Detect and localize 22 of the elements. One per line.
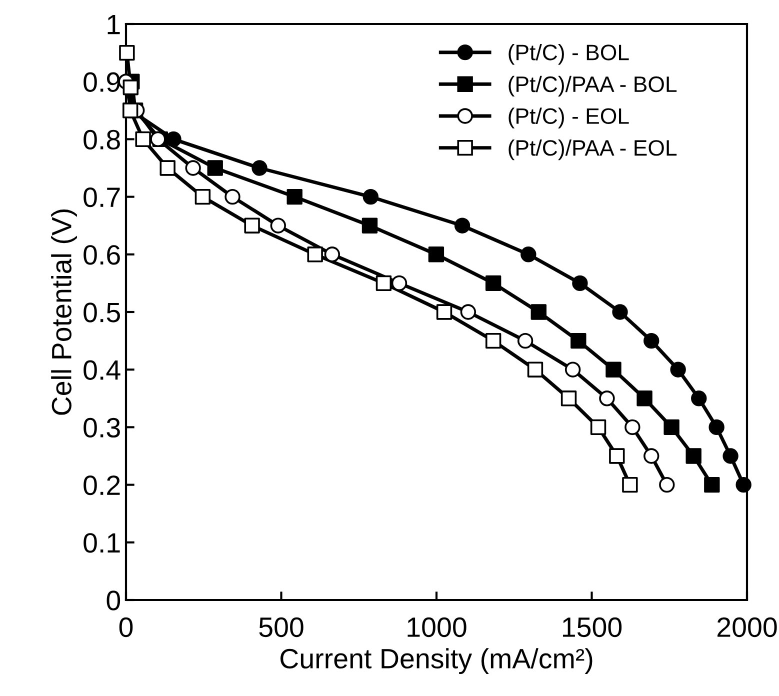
x-tick-label: 0 — [119, 617, 133, 638]
y-tick-label: 0.7 — [84, 187, 120, 208]
y-tick-label: 0.1 — [84, 533, 120, 553]
y-tick-label: 0.4 — [84, 360, 120, 380]
x-axis-title: Current Density (mA/cm²) — [280, 648, 592, 674]
x-tick-label: 500 — [259, 617, 304, 638]
x-tick-label: 1500 — [562, 617, 622, 638]
legend-label: (Pt/C) - EOL — [508, 108, 629, 128]
legend-label: (Pt/C) - BOL — [508, 44, 629, 65]
y-tick-label: 1 — [108, 14, 120, 34]
y-tick-label: 0.5 — [84, 302, 120, 322]
legend-label: (Pt/C)/PAA - BOL — [508, 76, 677, 97]
y-tick-label: 0.8 — [84, 130, 120, 150]
x-tick-label: 2000 — [718, 617, 777, 638]
y-tick-label: 0.2 — [84, 475, 120, 496]
x-tick-label: 1000 — [408, 617, 466, 638]
y-tick-label: 0.9 — [84, 72, 120, 92]
y-tick-label: 0.6 — [84, 245, 120, 265]
y-tick-label: 0.3 — [84, 418, 120, 438]
y-axis-title: Cell Potential (V) — [51, 210, 77, 415]
y-tick-label: 0 — [106, 590, 120, 610]
legend-label: (Pt/C)/PAA - EOL — [508, 139, 677, 160]
